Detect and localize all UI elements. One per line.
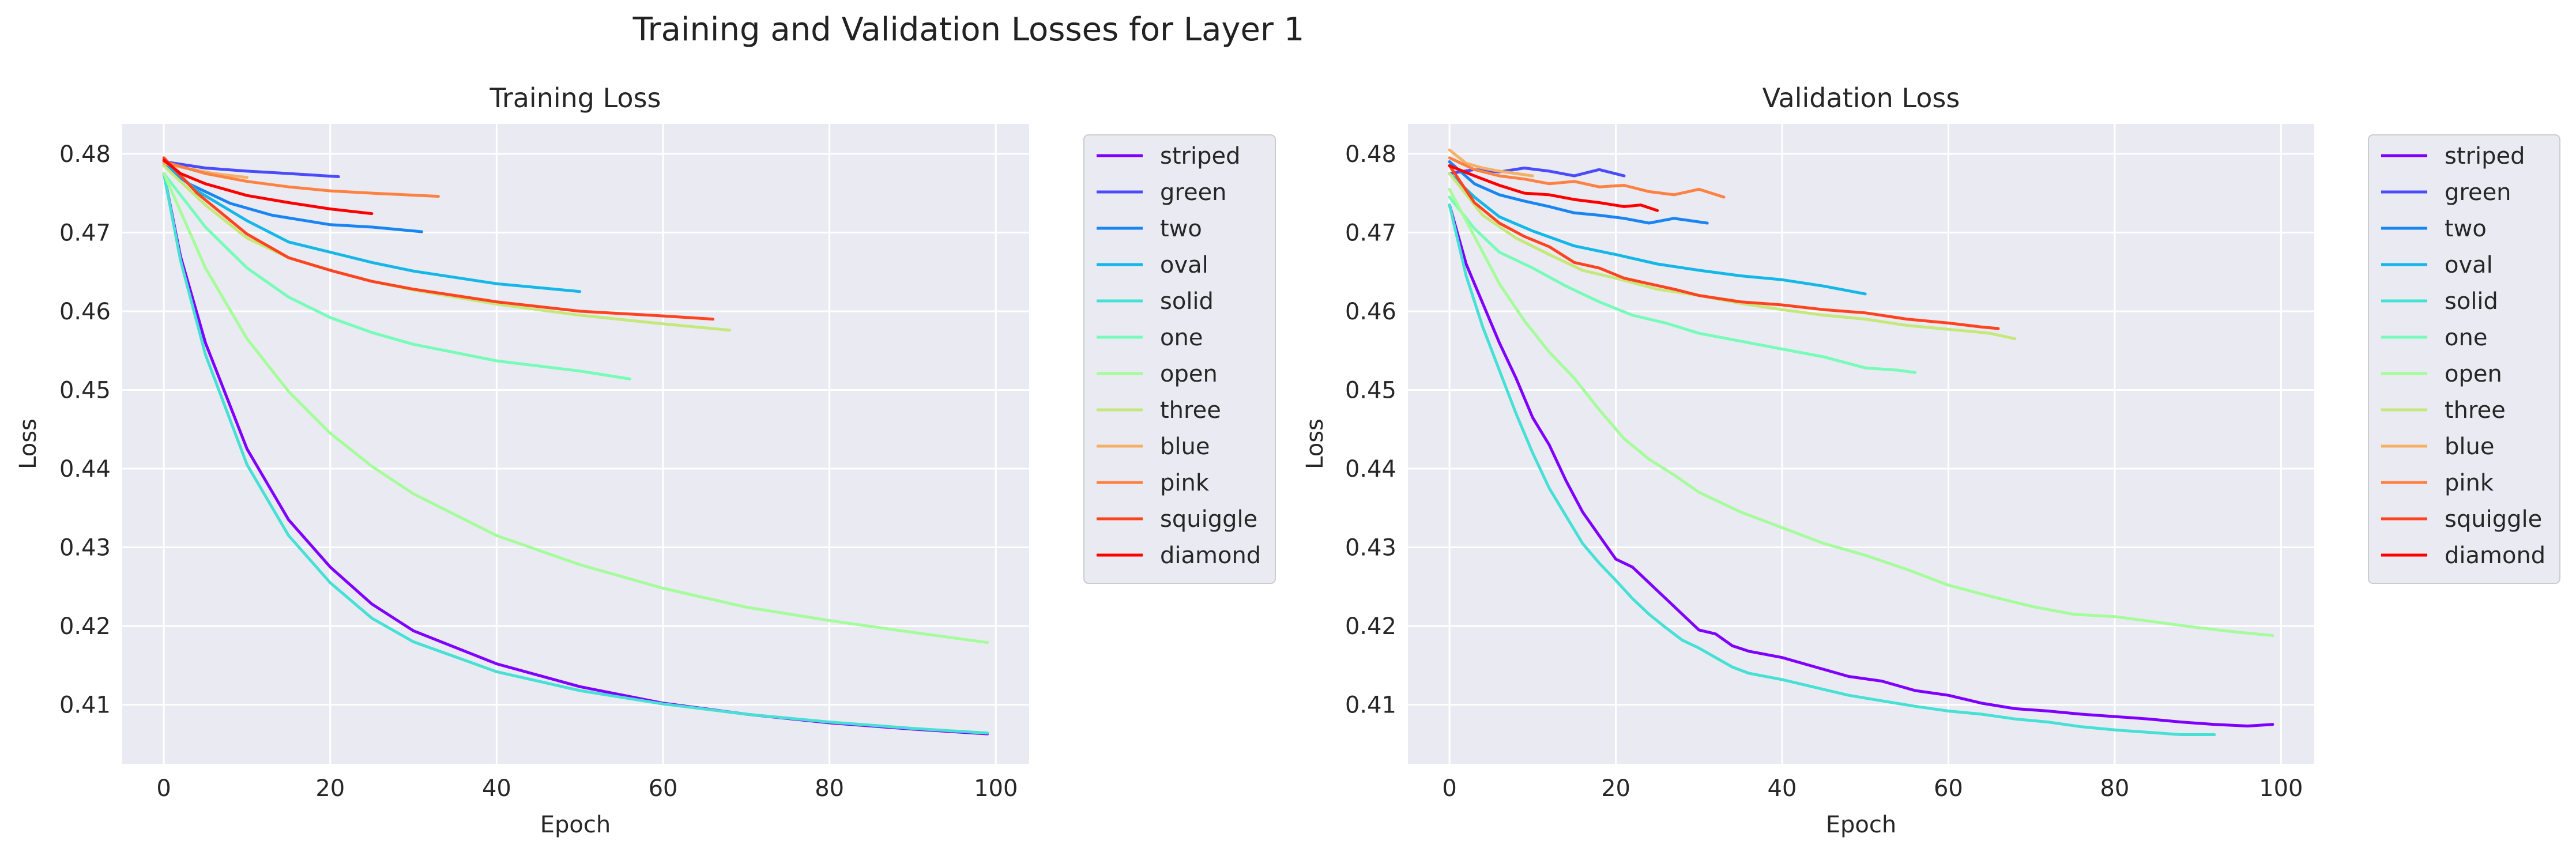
grid — [122, 124, 1029, 764]
y-tick-label: 0.45 — [1345, 377, 1396, 404]
legend-label: three — [1160, 397, 1221, 424]
y-tick-label: 0.47 — [1345, 220, 1396, 246]
x-tick-label: 20 — [1601, 775, 1630, 802]
y-tick-label: 0.41 — [59, 692, 111, 719]
subplot-title: Training Loss — [489, 82, 661, 114]
legend-label: blue — [2445, 433, 2494, 460]
legend-label: diamond — [1160, 542, 1261, 569]
legend-box — [2368, 134, 2560, 584]
legend-label: green — [2445, 179, 2511, 206]
legend: striped green two oval solid one open three blue… — [2368, 134, 2560, 584]
series-line-oval — [1448, 172, 1867, 296]
x-tick-label: 60 — [1934, 775, 1963, 802]
series-line-diamond — [1448, 164, 1659, 212]
series-line-squiggle — [1448, 164, 2000, 330]
y-axis-label: Loss — [1302, 418, 1328, 469]
plot-area — [122, 124, 1029, 764]
x-tick-label: 40 — [1768, 775, 1797, 802]
series-line-squiggle — [162, 156, 715, 321]
y-tick-label: 0.42 — [59, 613, 111, 640]
y-tick-label: 0.45 — [59, 377, 111, 404]
legend-label: diamond — [2445, 542, 2545, 569]
legend-label: open — [2445, 361, 2502, 387]
x-tick-label: 100 — [974, 775, 1018, 802]
legend-label: two — [1160, 216, 1202, 242]
figure-title: Training and Validation Losses for Layer… — [632, 11, 1305, 48]
legend: striped green two oval solid one open three blue… — [1083, 134, 1276, 584]
plot-area — [1408, 124, 2314, 764]
legend-label: oval — [1160, 252, 1208, 278]
series-line-one — [1448, 195, 1917, 374]
x-tick-label: 40 — [482, 775, 511, 802]
series-line-diamond — [162, 159, 374, 216]
series-line-one — [162, 172, 631, 380]
legend-label: squiggle — [2445, 506, 2542, 533]
legend-label: blue — [1160, 433, 1210, 460]
legend-label: pink — [1160, 470, 1210, 496]
series-line-open — [162, 172, 989, 644]
y-tick-label: 0.48 — [59, 141, 111, 168]
x-tick-label: 0 — [156, 775, 171, 802]
x-tick-label: 60 — [649, 775, 678, 802]
legend-box — [1083, 134, 1276, 584]
y-tick-label: 0.43 — [59, 535, 111, 561]
y-tick-label: 0.46 — [59, 299, 111, 325]
y-axis-label: Loss — [15, 418, 42, 469]
legend-label: striped — [1160, 143, 1240, 169]
series-line-green — [162, 160, 340, 178]
series-line-pink — [1448, 156, 1726, 199]
x-tick-label: 80 — [2100, 775, 2129, 802]
series-lines — [1448, 148, 2274, 736]
series-line-striped — [1448, 203, 2274, 727]
validation-loss-chart: 0 20 40 60 80 100 0.41 0.42 0.43 0.44 0.45 0.46 0.47… — [1302, 82, 2560, 838]
legend-label: solid — [1160, 288, 1214, 315]
y-tick-label: 0.46 — [1345, 299, 1396, 325]
axis-ticks: 0 20 40 60 80 100 0.41 0.42 0.43 0.44 0.45 0.46 0.47… — [1345, 141, 2303, 802]
subplot-title: Validation Loss — [1762, 82, 1960, 114]
series-lines — [162, 156, 989, 736]
training-loss-chart: 0 20 40 60 80 100 0.41 0.42 0.43 0.44 0.45 0.46 0.47… — [15, 82, 1276, 838]
legend-label: one — [2445, 325, 2487, 351]
x-tick-label: 80 — [815, 775, 844, 802]
series-line-oval — [162, 160, 582, 293]
legend-label: three — [2445, 397, 2506, 424]
legend-label: green — [1160, 179, 1227, 206]
series-line-open — [1448, 187, 2274, 637]
legend-label: oval — [2445, 252, 2493, 278]
legend-label: one — [1160, 325, 1203, 351]
legend-label: squiggle — [1160, 506, 1257, 533]
legend-label: two — [2445, 216, 2487, 242]
y-tick-label: 0.43 — [1345, 535, 1396, 561]
y-tick-label: 0.42 — [1345, 613, 1396, 640]
axis-ticks: 0 20 40 60 80 100 0.41 0.42 0.43 0.44 0.45 0.46 0.47… — [59, 141, 1018, 802]
series-line-pink — [162, 160, 440, 198]
series-line-two — [1448, 160, 1709, 225]
x-tick-label: 20 — [315, 775, 345, 802]
series-line-solid — [1448, 203, 2216, 736]
x-tick-label: 100 — [2259, 775, 2303, 802]
legend-label: solid — [2445, 288, 2498, 315]
y-tick-label: 0.48 — [1345, 141, 1396, 168]
y-tick-label: 0.44 — [59, 456, 111, 482]
y-tick-label: 0.47 — [59, 220, 111, 246]
legend-label: striped — [2445, 143, 2525, 169]
x-axis-label: Epoch — [540, 812, 611, 838]
y-tick-label: 0.41 — [1345, 692, 1396, 719]
series-line-solid — [162, 172, 989, 735]
x-tick-label: 0 — [1442, 775, 1456, 802]
legend-label: open — [1160, 361, 1218, 387]
legend-label: pink — [2445, 470, 2494, 496]
series-line-blue — [1448, 148, 1534, 178]
y-tick-label: 0.44 — [1345, 456, 1396, 482]
x-axis-label: Epoch — [1826, 812, 1896, 838]
